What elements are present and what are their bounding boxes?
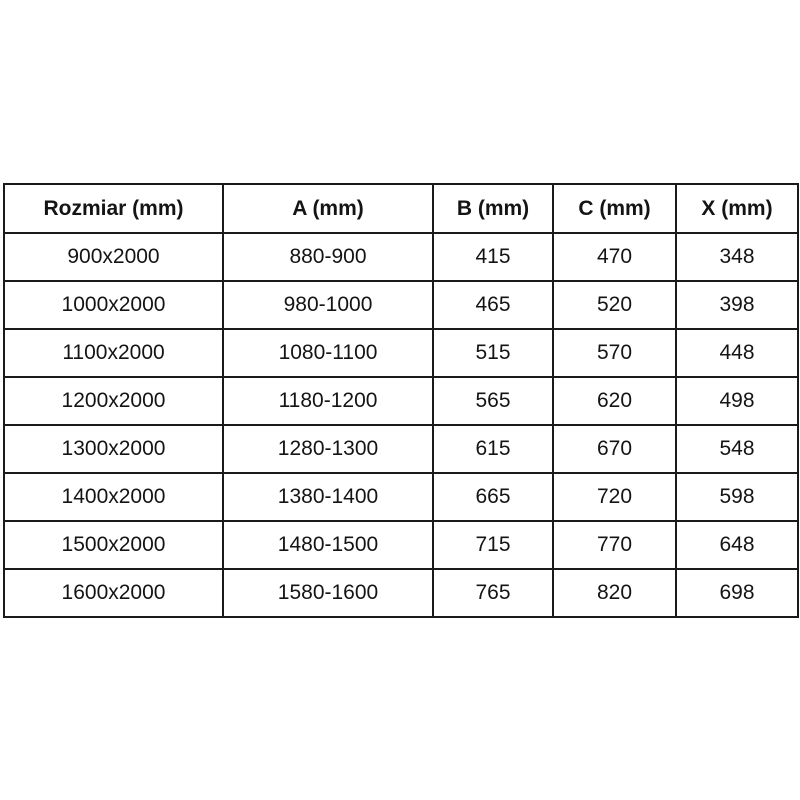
column-header-b: B (mm) — [432, 183, 554, 234]
table-row: 1100x2000 1080-1100 515 570 448 — [3, 328, 799, 378]
header-row: Rozmiar (mm) A (mm) B (mm) C (mm) X (mm) — [3, 183, 799, 234]
table-cell-a: 1580-1600 — [222, 568, 434, 618]
table-cell-b: 765 — [432, 568, 554, 618]
table-cell-x: 698 — [675, 568, 799, 618]
table-cell-x: 348 — [675, 232, 799, 282]
table-cell-c: 770 — [552, 520, 677, 570]
table-cell-rozmiar: 1600x2000 — [3, 568, 224, 618]
table-row: 1500x2000 1480-1500 715 770 648 — [3, 520, 799, 570]
table-cell-c: 620 — [552, 376, 677, 426]
table-cell-a: 880-900 — [222, 232, 434, 282]
table-row: 1400x2000 1380-1400 665 720 598 — [3, 472, 799, 522]
column-header-rozmiar: Rozmiar (mm) — [3, 183, 224, 234]
table-cell-x: 548 — [675, 424, 799, 474]
table-cell-b: 415 — [432, 232, 554, 282]
table-cell-c: 520 — [552, 280, 677, 330]
table-cell-rozmiar: 1200x2000 — [3, 376, 224, 426]
table-cell-rozmiar: 1000x2000 — [3, 280, 224, 330]
table-row: 1600x2000 1580-1600 765 820 698 — [3, 568, 799, 618]
table-cell-b: 565 — [432, 376, 554, 426]
column-header-a: A (mm) — [222, 183, 434, 234]
table-cell-a: 1080-1100 — [222, 328, 434, 378]
table-cell-c: 670 — [552, 424, 677, 474]
table-cell-c: 820 — [552, 568, 677, 618]
table-cell-rozmiar: 1100x2000 — [3, 328, 224, 378]
table-row: 1000x2000 980-1000 465 520 398 — [3, 280, 799, 330]
table-row: 1200x2000 1180-1200 565 620 498 — [3, 376, 799, 426]
table-cell-c: 470 — [552, 232, 677, 282]
table-cell-a: 980-1000 — [222, 280, 434, 330]
table-cell-rozmiar: 1300x2000 — [3, 424, 224, 474]
table-cell-x: 598 — [675, 472, 799, 522]
table-cell-x: 398 — [675, 280, 799, 330]
table-cell-rozmiar: 1500x2000 — [3, 520, 224, 570]
table-cell-x: 448 — [675, 328, 799, 378]
table-cell-b: 715 — [432, 520, 554, 570]
table-cell-b: 515 — [432, 328, 554, 378]
table-cell-b: 615 — [432, 424, 554, 474]
table-cell-x: 498 — [675, 376, 799, 426]
table-cell-rozmiar: 1400x2000 — [3, 472, 224, 522]
table-cell-a: 1380-1400 — [222, 472, 434, 522]
table-cell-b: 665 — [432, 472, 554, 522]
table-cell-rozmiar: 900x2000 — [3, 232, 224, 282]
column-header-x: X (mm) — [675, 183, 799, 234]
table-cell-b: 465 — [432, 280, 554, 330]
table-cell-a: 1480-1500 — [222, 520, 434, 570]
table-cell-a: 1280-1300 — [222, 424, 434, 474]
table-row: 1300x2000 1280-1300 615 670 548 — [3, 424, 799, 474]
table-cell-c: 720 — [552, 472, 677, 522]
table-row: 900x2000 880-900 415 470 348 — [3, 232, 799, 282]
size-spec-table: Rozmiar (mm) A (mm) B (mm) C (mm) X (mm)… — [3, 183, 799, 618]
table-cell-a: 1180-1200 — [222, 376, 434, 426]
column-header-c: C (mm) — [552, 183, 677, 234]
table-cell-c: 570 — [552, 328, 677, 378]
table-cell-x: 648 — [675, 520, 799, 570]
